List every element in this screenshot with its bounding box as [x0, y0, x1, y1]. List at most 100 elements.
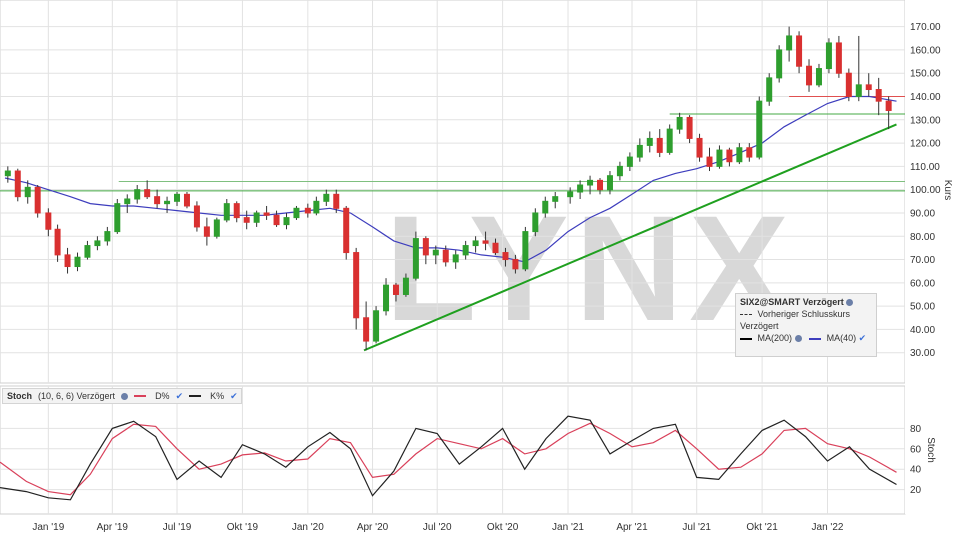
- candle-body: [815, 68, 822, 86]
- candle-body: [432, 249, 439, 256]
- candle-body: [442, 249, 449, 263]
- candle-body: [636, 144, 643, 158]
- stoch-tick-label: 80: [910, 424, 922, 435]
- stoch-tick-label: 20: [910, 485, 922, 496]
- candle-body: [766, 77, 773, 102]
- candle-body: [14, 170, 21, 198]
- legend-section: Verzögert: [740, 321, 779, 331]
- candle-body: [183, 193, 190, 207]
- candle-body: [482, 240, 489, 244]
- candle-body: [373, 310, 380, 342]
- candle-body: [587, 179, 594, 186]
- stoch-d-line: [0, 422, 897, 496]
- price-legend: SIX2@SMART Verzögert Vorheriger Schlussk…: [735, 293, 877, 357]
- candle-body: [626, 156, 633, 167]
- candle-body: [323, 193, 330, 202]
- x-tick-label: Jul '19: [163, 522, 192, 533]
- d-swatch: [134, 395, 147, 397]
- legend-symbol: SIX2@SMART Verzögert: [740, 297, 844, 307]
- candle-body: [472, 240, 479, 247]
- candle-body: [706, 156, 713, 167]
- candle-body: [452, 254, 459, 263]
- settings-icon[interactable]: [846, 299, 854, 307]
- candle-body: [786, 35, 793, 51]
- candle-body: [84, 245, 91, 258]
- candle-body: [203, 226, 210, 237]
- stoch-d-label: D%: [155, 391, 170, 401]
- axis-bg: [905, 0, 960, 514]
- prev-close-swatch: [740, 314, 752, 316]
- y-tick-label: 70.00: [910, 255, 935, 266]
- candle-body: [616, 165, 623, 177]
- candle-body: [716, 149, 723, 167]
- candle-body: [313, 200, 320, 214]
- x-tick-label: Okt '21: [746, 522, 778, 533]
- candle-body: [174, 193, 181, 202]
- candle-body: [666, 128, 673, 153]
- candle-body: [776, 49, 783, 79]
- candle-body: [462, 245, 469, 256]
- candle-body: [835, 42, 842, 74]
- candle-body: [412, 238, 419, 279]
- candle-body: [567, 191, 574, 198]
- candle-body: [34, 186, 41, 214]
- candle-body: [114, 203, 121, 233]
- candle-body: [606, 175, 613, 191]
- candle-body: [134, 189, 141, 200]
- ma40-line: [4, 95, 897, 263]
- trend-line: [363, 123, 897, 352]
- candle-body: [422, 238, 429, 256]
- legend-prev-close: Vorheriger Schlusskurs: [757, 309, 851, 319]
- candle-body: [154, 196, 161, 205]
- x-tick-label: Jan '19: [32, 522, 64, 533]
- candle-body: [746, 147, 753, 158]
- x-tick-label: Jan '22: [812, 522, 844, 533]
- candle-body: [54, 228, 61, 256]
- x-tick-label: Jan '21: [552, 522, 584, 533]
- candle-body: [875, 89, 882, 102]
- candle-body: [865, 84, 872, 91]
- candle-body: [64, 254, 71, 268]
- candle-body: [74, 256, 81, 268]
- candle-body: [213, 219, 220, 237]
- y-tick-label: 140.00: [910, 92, 941, 103]
- y-tick-label: 80.00: [910, 232, 935, 243]
- candle-body: [845, 72, 852, 98]
- candle-body: [124, 198, 131, 205]
- candle-body: [402, 277, 409, 295]
- candle-body: [686, 116, 693, 139]
- stoch-tick-label: 40: [910, 465, 922, 476]
- candle-body: [542, 200, 549, 214]
- y-tick-label: 130.00: [910, 115, 941, 126]
- candle-body: [696, 137, 703, 158]
- y-tick-label: 120.00: [910, 139, 941, 150]
- candle-body: [253, 212, 260, 223]
- k-check-icon[interactable]: ✔: [230, 390, 238, 401]
- candle-body: [144, 189, 151, 198]
- y-tick-label: 160.00: [910, 45, 941, 56]
- stoch-settings-icon[interactable]: [121, 392, 129, 400]
- x-tick-label: Jul '20: [423, 522, 452, 533]
- candle-body: [676, 116, 683, 130]
- candle-body: [333, 193, 340, 209]
- candle-body: [45, 212, 52, 230]
- candle-body: [383, 284, 390, 312]
- y-tick-label: 60.00: [910, 278, 935, 289]
- candle-body: [532, 212, 539, 233]
- candle-body: [343, 207, 350, 254]
- candle-body: [885, 100, 892, 111]
- candle-body: [492, 242, 499, 254]
- y-tick-label: 40.00: [910, 325, 935, 336]
- candle-body: [392, 284, 399, 295]
- candle-body: [263, 212, 270, 216]
- x-tick-label: Apr '19: [97, 522, 129, 533]
- legend-ma40: MA(40): [826, 333, 857, 343]
- stoch-legend: Stoch (10, 6, 6) Verzögert D% ✔ K% ✔: [2, 388, 242, 404]
- x-tick-label: Okt '20: [487, 522, 519, 533]
- x-tick-label: Jan '20: [292, 522, 324, 533]
- ma40-check-icon[interactable]: ✔: [858, 333, 867, 343]
- d-check-icon[interactable]: ✔: [175, 390, 184, 401]
- ma200-settings-icon[interactable]: [794, 335, 802, 343]
- y-tick-label: 150.00: [910, 69, 941, 80]
- candle-body: [502, 252, 509, 261]
